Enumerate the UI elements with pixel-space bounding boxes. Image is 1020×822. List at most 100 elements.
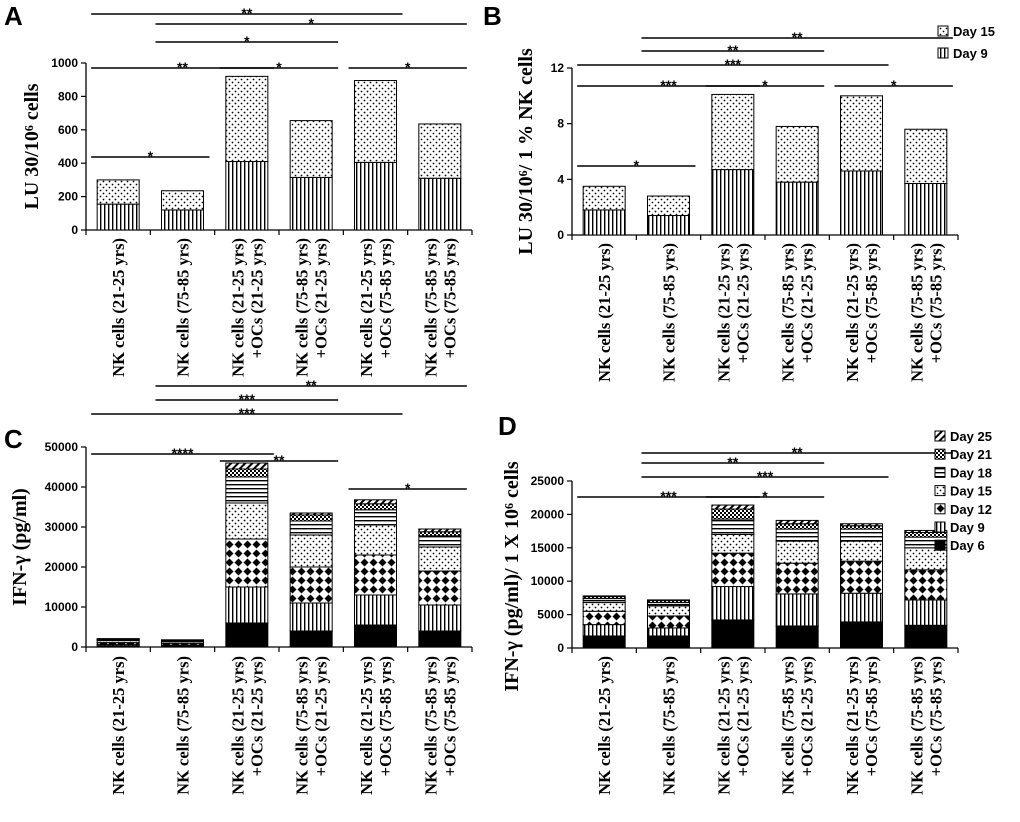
legend-label: Day 15	[950, 484, 992, 499]
bar-segment	[582, 602, 626, 612]
category-label: NK cells (75-85 yrs)	[660, 243, 679, 382]
significance-label: **	[792, 29, 803, 45]
panel-letter: D	[498, 411, 517, 441]
category-label-line: NK cells (75-85 yrs)	[293, 238, 312, 377]
category-label-line: NK cells (75-85 yrs)	[907, 243, 926, 382]
legend-swatch	[934, 448, 946, 460]
category-label-line: +OCs (75-85 yrs)	[440, 238, 459, 358]
bar-segment	[582, 595, 626, 598]
bar-segment	[647, 195, 690, 217]
y-tick-label: 12	[551, 61, 565, 75]
legend-swatch	[937, 47, 949, 59]
bar-segment	[289, 514, 333, 522]
bar-segment	[840, 560, 883, 594]
category-label: NK cells (75-85 yrs) +OCs (75-85 yrs)	[907, 243, 945, 382]
category-label-line: +OCs (21-25 yrs)	[247, 656, 266, 776]
y-tick-label: 0	[71, 223, 78, 237]
bar-segment	[904, 599, 948, 626]
bar-segment	[96, 179, 140, 205]
bar-segment	[775, 519, 819, 525]
category-label-line: NK cells (21-25 yrs)	[109, 238, 128, 377]
bar-segment	[161, 209, 204, 231]
category-label: NK cells (21-25 yrs) +OCs (21-25 yrs)	[714, 243, 752, 382]
bar-segment	[418, 177, 462, 231]
bar-segment	[225, 502, 269, 540]
bar-segment	[904, 569, 948, 601]
category-label-line: NK cells (21-25 yrs)	[595, 656, 614, 795]
bar-segment	[418, 123, 462, 179]
y-axis-label: LU 30/10⁶ cells	[21, 83, 43, 209]
panel-letter: B	[483, 1, 502, 31]
legend-swatch	[934, 485, 946, 497]
bar-segment	[289, 120, 333, 178]
category-label-line: NK cells (21-25 yrs)	[109, 656, 128, 795]
panel-a: A LU 30/10⁶ cells 0 200 400 600 800 1000 NK cell…	[4, 1, 473, 377]
bar-segment	[711, 504, 755, 510]
bar-segment	[354, 624, 397, 648]
legend-swatch	[934, 521, 946, 533]
y-tick-label: 600	[58, 123, 78, 137]
category-label: NK cells (75-85 yrs)	[174, 238, 193, 377]
category-label: NK cells (21-25 yrs) +OCs (75-85 yrs)	[357, 656, 395, 795]
category-label: NK cells (75-85 yrs) +OCs (21-25 yrs)	[293, 238, 331, 377]
legend-label: Day 21	[950, 447, 992, 462]
legend-label: Day 12	[950, 502, 992, 517]
bar-segment	[904, 624, 948, 649]
bar-segment	[775, 562, 819, 595]
category-label: NK cells (21-25 yrs)	[109, 656, 128, 795]
significance-label: *	[276, 59, 282, 75]
bar-segment	[775, 625, 819, 649]
significance-label: **	[727, 42, 738, 58]
bar-segment	[418, 570, 462, 606]
category-label: NK cells (21-25 yrs)	[595, 243, 614, 382]
bar-segment	[840, 621, 883, 649]
panel-b: B LU 30/10⁶/ 1 % NK cells 0 4 8 12 NK cells (2…	[483, 1, 995, 382]
significance-label: *	[308, 15, 314, 31]
y-tick-label: 10000	[531, 574, 565, 588]
category-label-line: +OCs (21-25 yrs)	[247, 238, 266, 358]
bar-segment	[418, 604, 462, 632]
category-label-line: +OCs (75-85 yrs)	[926, 243, 945, 363]
bar-segment	[418, 531, 462, 537]
bar-segment	[354, 554, 397, 596]
bar-segment	[289, 176, 333, 231]
category-label: NK cells (75-85 yrs) +OCs (75-85 yrs)	[421, 656, 459, 795]
category-label-line: NK cells (21-25 yrs)	[843, 243, 862, 382]
bar-segment	[647, 602, 690, 607]
category-label-line: NK cells (21-25 yrs)	[228, 656, 247, 795]
category-label-line: +OCs (21-25 yrs)	[798, 243, 817, 363]
significance-label: *	[891, 77, 897, 93]
category-label-line: NK cells (21-25 yrs)	[714, 243, 733, 382]
legend-label: Day 9	[953, 46, 988, 61]
bar-segment	[354, 80, 397, 163]
y-tick-label: 400	[58, 156, 78, 170]
category-label-line: +OCs (21-25 yrs)	[312, 238, 331, 358]
category-label-line: NK cells (21-25 yrs)	[357, 238, 376, 377]
y-tick-label: 30000	[45, 520, 79, 534]
legend-swatch	[934, 539, 946, 551]
significance-label: **	[177, 59, 188, 75]
y-tick-label: 200	[58, 190, 78, 204]
significance-label: *	[762, 77, 768, 93]
category-label-line: NK cells (75-85 yrs)	[779, 243, 798, 382]
legend-swatch	[934, 430, 946, 442]
category-label: NK cells (75-85 yrs) +OCs (21-25 yrs)	[779, 656, 817, 795]
category-label-line: NK cells (75-85 yrs)	[660, 243, 679, 382]
bar-segment	[225, 622, 269, 648]
legend-label: Day 18	[950, 465, 992, 480]
bar-segment	[289, 566, 333, 604]
category-label: NK cells (21-25 yrs)	[109, 238, 128, 377]
category-label: NK cells (75-85 yrs) +OCs (75-85 yrs)	[421, 238, 459, 377]
bar-segment	[225, 468, 269, 478]
significance-label: **	[792, 444, 803, 460]
bar-segment	[711, 93, 755, 171]
bar-segment	[775, 125, 819, 183]
bar-segment	[289, 512, 333, 516]
legend-label: Day 25	[950, 429, 992, 444]
category-label-line: NK cells (75-85 yrs)	[293, 656, 312, 795]
category-label-line: +OCs (75-85 yrs)	[376, 656, 395, 776]
category-label-line: NK cells (21-25 yrs)	[357, 656, 376, 795]
bar-segment	[904, 128, 948, 185]
y-tick-label: 1000	[51, 56, 78, 70]
bar-segment	[647, 627, 690, 637]
